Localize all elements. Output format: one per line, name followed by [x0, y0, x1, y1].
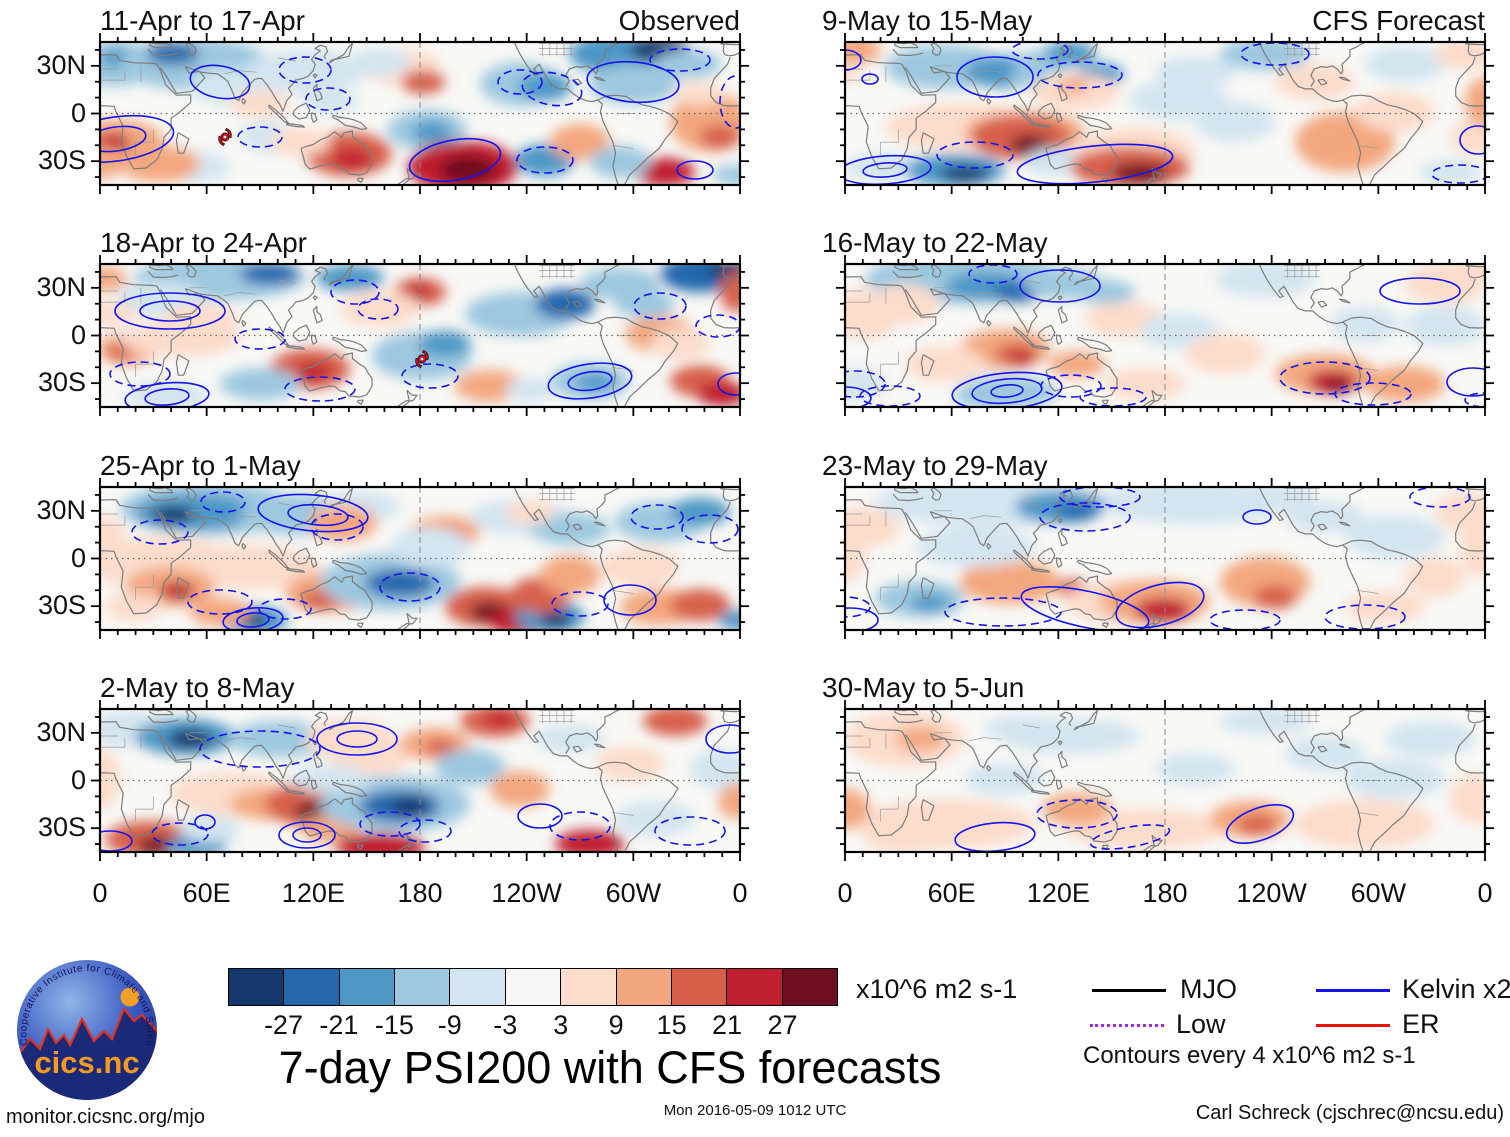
y-tick-label: 30N: [36, 494, 86, 525]
colorbar-cell: [782, 969, 837, 1005]
colorbar-tick-label: -3: [493, 1010, 518, 1040]
map-panel: 18-Apr to 24-Apr 30N 0 30S: [36, 227, 749, 416]
colorbar-cell: [339, 969, 396, 1005]
y-tick-label: 0: [70, 319, 86, 350]
x-tick-label: 120E: [281, 878, 345, 908]
anomaly-map: [91, 33, 749, 194]
anomaly-map: [836, 700, 1494, 861]
panel-title: 25-Apr to 1-May: [100, 450, 301, 481]
map-panel: 2-May to 8-May 30N 0 30S: [36, 672, 749, 861]
timestamp: Mon 2016-05-09 1012 UTC: [663, 1102, 847, 1119]
x-tick-label: 60E: [182, 878, 231, 908]
anomaly-map: [91, 255, 749, 416]
colorbar-cell: [561, 969, 617, 1005]
anomaly-map: [91, 478, 749, 639]
colorbar-cell: [395, 969, 451, 1005]
map-panel: 23-May to 29-May: [822, 450, 1494, 639]
x-tick-label: 0: [732, 878, 748, 908]
x-tick-label: 180: [397, 878, 443, 908]
logo-text: cics.nc: [34, 1045, 139, 1080]
y-tick-label: 30N: [36, 271, 86, 302]
figure-title: 7-day PSI200 with CFS forecasts: [278, 1042, 942, 1093]
colorbar-tick-label: -9: [437, 1010, 462, 1040]
legend-label: Low: [1176, 1009, 1226, 1039]
colorbar-units: x10^6 m2 s-1: [856, 974, 1018, 1004]
anomaly-map: [91, 700, 749, 861]
y-tick-label: 0: [70, 542, 86, 573]
legend-label: ER: [1402, 1009, 1440, 1039]
legend-label: MJO: [1180, 974, 1237, 1004]
legend-line-er: [1316, 1024, 1390, 1027]
colorbar-cell: [284, 969, 340, 1005]
x-tick-label: 180: [1142, 878, 1188, 908]
x-axis-right: 0 60E 120E 180 120W 60W 0: [837, 878, 1492, 912]
panel-title: 9-May to 15-May: [822, 5, 1033, 36]
colorbar-tick-label: -21: [319, 1010, 359, 1040]
y-tick-label: 30S: [37, 590, 86, 621]
anomaly-map: [836, 478, 1494, 639]
colorbar-tick-label: -15: [374, 1010, 414, 1040]
y-tick-label: 0: [70, 764, 86, 795]
x-tick-label: 120W: [491, 878, 562, 908]
panel-title: 2-May to 8-May: [100, 672, 295, 703]
y-tick-label: 30N: [36, 716, 86, 747]
panel-title: 23-May to 29-May: [822, 450, 1048, 481]
legend-line-kelvin-x2: [1316, 989, 1390, 992]
map-panel: 16-May to 22-May: [822, 227, 1494, 416]
colorbar-tick-label: 9: [608, 1010, 624, 1040]
y-tick-label: 0: [70, 97, 86, 128]
logo-sun-icon: [120, 987, 140, 1007]
x-tick-label: 60W: [1350, 878, 1407, 908]
colorbar-cell: [727, 969, 783, 1005]
logo-mountains-icon: [17, 1009, 157, 1100]
colorbar-cells: [228, 968, 838, 1006]
contour-interval-note: Contours every 4 x10^6 m2 s-1: [1083, 1042, 1416, 1069]
colorbar-cell: [229, 969, 285, 1005]
x-axis-left: 0 60E 120E 180 120W 60W 0: [92, 878, 747, 912]
anomaly-map: [836, 255, 1494, 416]
x-tick-label: 0: [1477, 878, 1493, 908]
x-tick-label: 120E: [1026, 878, 1090, 908]
colorbar-cell: [505, 969, 562, 1005]
legend-line-low: [1090, 1024, 1164, 1027]
colorbar-cell: [450, 969, 506, 1005]
legend-label: Kelvin x2: [1402, 974, 1510, 1004]
legend-line-mjo: [1092, 989, 1166, 992]
anomaly-map: [836, 33, 1494, 194]
map-panel: 25-Apr to 1-May 30N 0 30S: [36, 450, 749, 639]
author-credit: Carl Schreck (cjschrec@ncsu.edu): [1195, 1102, 1504, 1124]
x-tick-label: 120W: [1236, 878, 1307, 908]
x-tick-label: 60E: [927, 878, 976, 908]
panel-title: 30-May to 5-Jun: [822, 672, 1025, 703]
colorbar-cell: [616, 969, 672, 1005]
panel-corner-label: CFS Forecast: [1312, 5, 1485, 36]
tropical-cyclone-icon: [415, 350, 429, 368]
map-panel: 30-May to 5-Jun: [822, 672, 1494, 861]
cicsnc-logo: cics.nc Cooperative Institute for Climat…: [14, 957, 157, 1100]
y-tick-label: 30S: [37, 367, 86, 398]
colorbar-tick-label: 3: [553, 1010, 569, 1040]
x-tick-label: 0: [837, 878, 853, 908]
panel-title: 18-Apr to 24-Apr: [100, 227, 307, 258]
colorbar-tick-label: -27: [263, 1010, 303, 1040]
panel-corner-label: Observed: [618, 5, 740, 36]
panel-title: 11-Apr to 17-Apr: [100, 5, 305, 36]
x-tick-label: 0: [92, 878, 108, 908]
x-tick-label: 60W: [605, 878, 662, 908]
colorbar: -27 -21 -15 -9 -3 3 9 15 21 27: [228, 968, 838, 1052]
colorbar-cell: [671, 969, 728, 1005]
map-panel: 9-May to 15-May CFS Forecast: [822, 5, 1494, 194]
colorbar-tick-label: 15: [656, 1010, 687, 1040]
y-tick-label: 30N: [36, 49, 86, 80]
y-tick-label: 30S: [37, 145, 86, 176]
tropical-cyclone-icon: [218, 128, 232, 146]
colorbar-tick-label: 21: [712, 1010, 743, 1040]
y-tick-label: 30S: [37, 812, 86, 843]
logo-ridge-line: [17, 1006, 157, 1062]
panel-title: 16-May to 22-May: [822, 227, 1048, 258]
map-panel: 11-Apr to 17-Apr Observed 30N 0 30S: [36, 5, 749, 194]
source-url: monitor.cicsnc.org/mjo: [6, 1106, 205, 1128]
colorbar-tick-label: 27: [767, 1010, 798, 1040]
